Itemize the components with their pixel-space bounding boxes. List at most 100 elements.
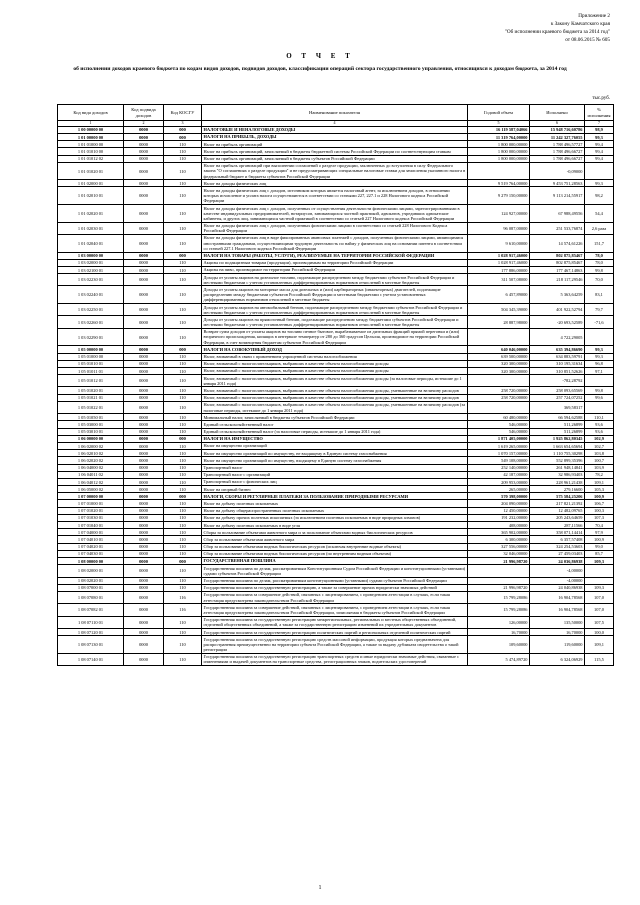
- cell-indicator-name: Сбор за пользование объектами водных био…: [201, 542, 468, 551]
- cell-annual-volume: [467, 327, 530, 347]
- cell-percent-executed: 100,0: [584, 628, 614, 637]
- cell-kosgu-code: 110: [163, 147, 202, 156]
- cell-income-subtype-code: 0000: [123, 186, 164, 206]
- cell-kosgu-code: 110: [163, 542, 202, 551]
- report-subtitle: об исполнении доходов краевого бюджета п…: [73, 66, 567, 72]
- cell-executed: 119,60000: [529, 635, 585, 654]
- cell-income-subtype-code: 0000: [123, 590, 164, 605]
- cell-indicator-name: Государственная пошлина за государственн…: [201, 583, 468, 592]
- cell-kosgu-code: 110: [163, 303, 202, 317]
- cell-percent-executed: 109,1: [584, 477, 614, 487]
- table-row: 1 08 02020 01 0000 110 Государственная п…: [57, 576, 614, 585]
- cell-kosgu-code: 110: [163, 374, 202, 388]
- cell-percent-executed: 115,5: [584, 652, 614, 667]
- cell-annual-volume: 320 300,00000: [467, 366, 530, 376]
- cell-annual-volume: [467, 161, 530, 181]
- column-header: Код КОСГУ: [163, 104, 202, 121]
- cell-percent-executed: 98,9: [584, 125, 614, 134]
- cell-income-subtype-code: 0000: [123, 506, 164, 515]
- cell-income-subtype-code: 0000: [123, 303, 164, 317]
- table-row: 1 03 02000 01 0000 110 Акцизы по подакци…: [57, 258, 614, 267]
- cell-annual-volume: 191 232,00000: [467, 513, 530, 523]
- cell-income-type-code: 1 05 03000 01: [57, 420, 124, 429]
- cell-executed: -4,00000: [529, 564, 585, 578]
- table-row: 1 03 00000 00 0000 000 НАЛОГИ НА ТОВАРЫ …: [57, 251, 614, 260]
- cell-executed: 12 482,09765: [529, 506, 585, 515]
- cell-percent-executed: 93,6: [584, 420, 614, 429]
- cell-income-subtype-code: 0000: [123, 413, 164, 422]
- cell-income-subtype-code: 0000: [123, 652, 164, 667]
- cell-income-subtype-code: 0000: [123, 386, 164, 395]
- cell-income-subtype-code: 0000: [123, 477, 164, 487]
- cell-annual-volume: 504 345,39000: [467, 303, 530, 317]
- cell-income-type-code: 1 06 05000 02: [57, 485, 124, 494]
- cell-income-subtype-code: 0000: [123, 470, 164, 479]
- cell-income-subtype-code: 0000: [123, 549, 164, 558]
- cell-income-type-code: 1 01 01000 00: [57, 140, 124, 149]
- cell-executed: 324 254,53603: [529, 542, 585, 551]
- cell-percent-executed: 78,0: [584, 258, 614, 267]
- cell-indicator-name: Доходы от уплаты акцизов на дизельное то…: [201, 273, 468, 287]
- cell-income-type-code: 1 08 07000 01: [57, 583, 124, 592]
- cell-indicator-name: Единый сельскохозяйственный налог: [201, 420, 468, 429]
- appendix-line: "Об исполнении краевого бюджета за 2014 …: [504, 29, 610, 36]
- cell-percent-executed: 99,0: [584, 542, 614, 551]
- cell-income-subtype-code: 0000: [123, 420, 164, 429]
- table-row: 1 03 02260 01 0000 110 Доходы от уплаты …: [57, 315, 614, 329]
- cell-annual-volume: 96 087,00000: [467, 221, 530, 235]
- cell-percent-executed: [584, 374, 614, 388]
- cell-income-type-code: 1 01 01020 01: [57, 161, 124, 181]
- cell-kosgu-code: 000: [163, 125, 202, 134]
- cell-annual-volume: 16 119 587,04066: [467, 125, 530, 134]
- cell-percent-executed: 79,7: [584, 303, 614, 317]
- cell-annual-volume: 109,60000: [467, 635, 530, 654]
- cell-income-subtype-code: 0000: [123, 635, 164, 654]
- table-row: 1 05 01010 01 0000 110 Налог, взимаемый …: [57, 359, 614, 368]
- cell-percent-executed: 106,7: [584, 499, 614, 508]
- cell-income-subtype-code: 0000: [123, 345, 164, 354]
- cell-income-subtype-code: 0000: [123, 628, 164, 637]
- cell-percent-executed: 107,0: [584, 590, 614, 605]
- cell-executed: 6 324,06929: [529, 652, 585, 667]
- table-row: 1 08 07080 01 0000 116 Государственная п…: [57, 590, 614, 605]
- cell-executed: 32 986,93403: [529, 470, 585, 479]
- cell-income-type-code: 1 06 00000 00: [57, 434, 124, 443]
- cell-income-type-code: 1 01 02010 01: [57, 186, 124, 206]
- cell-income-subtype-code: 0000: [123, 221, 164, 235]
- cell-indicator-name: Доходы от уплаты акцизов на прямогонный …: [201, 315, 468, 329]
- cell-annual-volume: 16,70000: [467, 628, 530, 637]
- column-header: Исполнено: [529, 104, 585, 121]
- cell-executed: 635 394,86690: [529, 345, 585, 354]
- table-header: Код вида доходов Код подвида доходов Код К…: [57, 104, 614, 127]
- cell-indicator-name: Государственная пошлина за совершение де…: [201, 603, 468, 617]
- cell-executed: 1 110 755,30298: [529, 449, 585, 458]
- cell-annual-volume: 126,00000: [467, 615, 530, 630]
- cell-annual-volume: 327 556,00000: [467, 542, 530, 551]
- cell-indicator-name: Налог на прибыль организаций, зачисляемы…: [201, 154, 468, 163]
- cell-kosgu-code: 110: [163, 233, 202, 253]
- cell-annual-volume: 6 457,89000: [467, 285, 530, 305]
- cell-percent-executed: 100,3: [584, 506, 614, 515]
- cell-kosgu-code: 110: [163, 576, 202, 585]
- cell-indicator-name: Налог, взимаемый с налогоплательщиков, в…: [201, 400, 468, 415]
- cell-income-subtype-code: 0000: [123, 327, 164, 347]
- cell-income-subtype-code: 0000: [123, 147, 164, 156]
- cell-indicator-name: Сборы за пользование объектами животного…: [201, 528, 468, 537]
- unit-note: тыс.руб.: [592, 96, 610, 101]
- cell-indicator-name: Налог на доходы физических лиц с доходов…: [201, 221, 468, 235]
- cell-indicator-name: Государственная пошлина за государственн…: [201, 652, 468, 667]
- table-row: 1 08 07000 01 0000 110 Государственная п…: [57, 583, 614, 592]
- cell-executed: 67 988,49556: [529, 204, 585, 223]
- cell-income-subtype-code: 0000: [123, 528, 164, 537]
- table-row: 1 07 04010 01 0000 110 Сбор за пользован…: [57, 535, 614, 544]
- cell-percent-executed: 78,2: [584, 470, 614, 479]
- cell-executed: 310 851,52626: [529, 366, 585, 376]
- cell-kosgu-code: 110: [163, 549, 202, 558]
- cell-indicator-name: Налог на прибыль организаций при выполне…: [201, 161, 468, 181]
- cell-percent-executed: 99,3: [584, 345, 614, 354]
- cell-income-type-code: 1 03 00000 00: [57, 251, 124, 260]
- cell-executed: 634 883,59791: [529, 352, 585, 361]
- cell-executed: 27 459,03403: [529, 549, 585, 558]
- cell-kosgu-code: 110: [163, 635, 202, 654]
- cell-income-subtype-code: 0000: [123, 434, 164, 443]
